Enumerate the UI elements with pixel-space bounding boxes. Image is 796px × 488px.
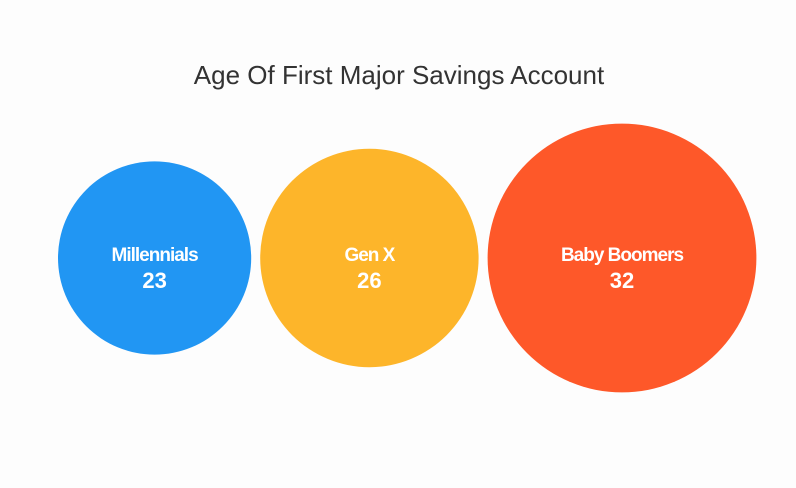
bubble-label: Millennials bbox=[112, 245, 199, 266]
bubble-value: 32 bbox=[610, 268, 634, 293]
bubble-value: 26 bbox=[357, 268, 381, 293]
bubble bbox=[487, 123, 757, 393]
bubble-label: Gen X bbox=[344, 245, 395, 266]
bubble bbox=[58, 161, 252, 355]
bubble-value: 23 bbox=[142, 268, 166, 293]
bubble-label: Baby Boomers bbox=[561, 245, 684, 266]
chart-title: Age Of First Major Savings Account bbox=[194, 60, 605, 90]
bubble bbox=[260, 148, 479, 368]
